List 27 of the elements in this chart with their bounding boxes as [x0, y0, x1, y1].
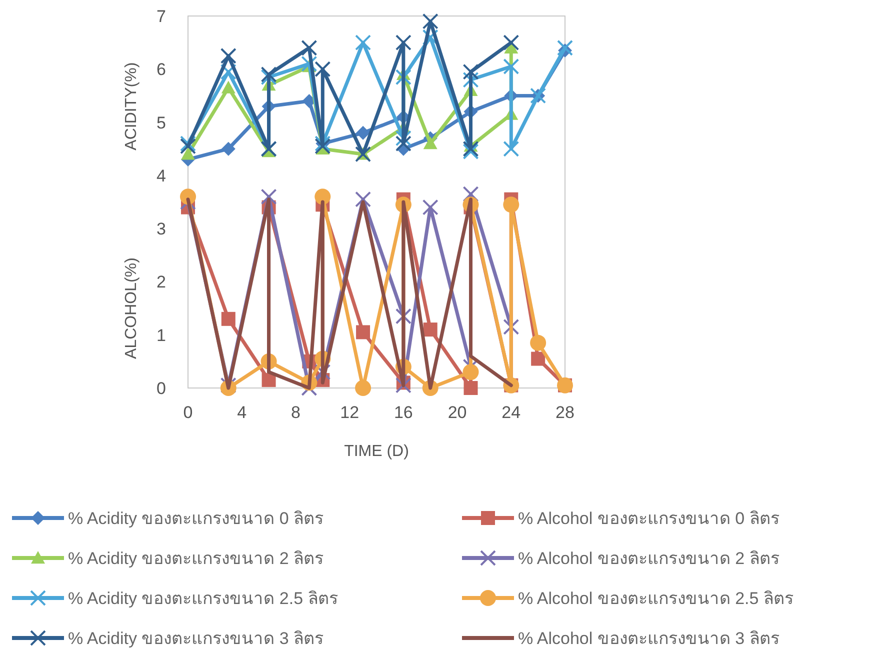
x-axis-title: TIME (D): [344, 443, 409, 460]
legend-label: % Acidity ของตะแกรงขนาด 2 ลิตร: [68, 549, 324, 568]
legend-label: % Acidity ของตะแกรงขนาด 2.5 ลิตร: [68, 589, 338, 608]
legend-label: % Alcohol ของตะแกรงขนาด 0 ลิตร: [518, 509, 780, 528]
y-tick-label: 5: [156, 113, 166, 132]
y-tick-label: 0: [156, 379, 166, 398]
x-tick-label: 16: [394, 403, 413, 422]
y-tick-label: 2: [156, 272, 166, 292]
legend-label: % Acidity ของตะแกรงขนาด 0 ลิตร: [68, 509, 324, 528]
x-tick-label: 28: [556, 403, 574, 422]
legend-label: % Acidity ของตะแกรงขนาด 3 ลิตร: [68, 629, 324, 648]
x-tick-label: 24: [502, 403, 521, 422]
x-tick-label: 8: [290, 403, 300, 422]
y-tick-label: 6: [156, 60, 166, 80]
text: ACIDITY(%): [123, 62, 140, 150]
y-tick-label: 4: [156, 166, 166, 186]
legend-label: % Alcohol ของตะแกรงขนาด 2 ลิตร: [518, 549, 780, 568]
y-tick-label: 3: [156, 220, 166, 239]
x-tick-label: 12: [340, 403, 360, 422]
y-tick-label: 7: [156, 7, 166, 26]
legend-label: % Alcohol ของตะแกรงขนาด 3 ลิตร: [518, 629, 780, 648]
legend-label: % Alcohol ของตะแกรงขนาด 2.5 ลิตร: [518, 589, 794, 608]
x-tick-label: 4: [237, 403, 247, 422]
x-tick-label: 20: [448, 403, 467, 422]
x-tick-label: 0: [183, 403, 193, 422]
y-tick-label: 1: [156, 326, 166, 345]
y-axis-title: ALCOHOL(%): [123, 258, 140, 359]
